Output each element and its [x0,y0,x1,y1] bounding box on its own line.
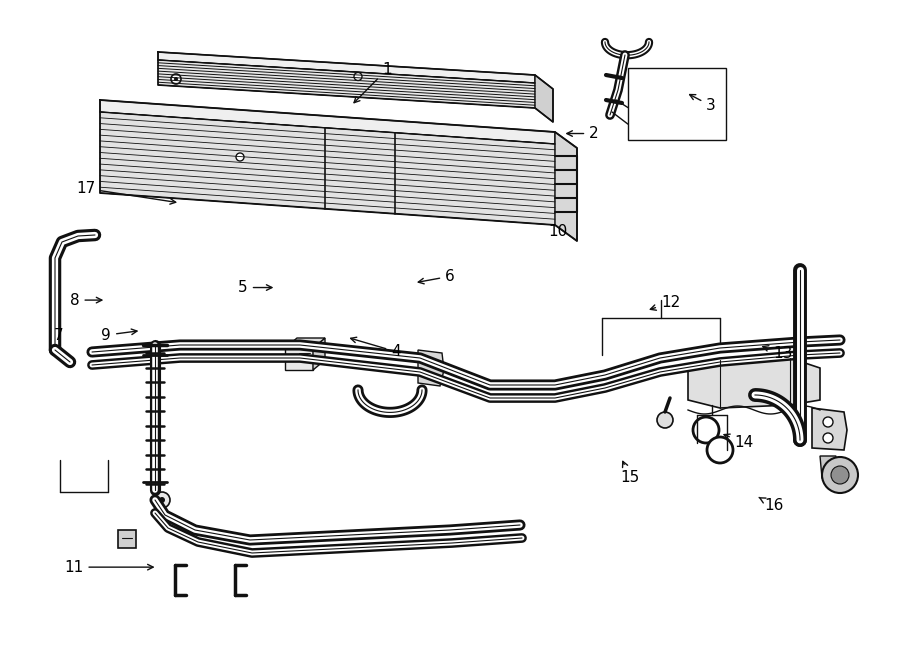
Text: 9: 9 [102,328,137,342]
Polygon shape [555,132,577,241]
Text: 1: 1 [354,62,392,102]
Circle shape [707,437,733,463]
Circle shape [159,497,165,503]
Text: 13: 13 [763,346,793,361]
Polygon shape [688,358,820,408]
Text: 17: 17 [76,181,176,204]
Circle shape [174,77,178,81]
Circle shape [823,417,833,427]
Circle shape [823,433,833,443]
Text: 6: 6 [418,269,454,284]
Text: 5: 5 [238,280,272,295]
Text: 10: 10 [548,224,568,239]
Polygon shape [285,338,325,348]
Circle shape [154,492,170,508]
Circle shape [354,73,362,81]
Circle shape [657,412,673,428]
Circle shape [171,74,181,84]
Polygon shape [158,60,535,108]
Text: 16: 16 [759,498,784,513]
Circle shape [822,457,858,493]
Polygon shape [820,456,836,478]
Bar [628,68,726,140]
Polygon shape [535,75,553,122]
Polygon shape [158,52,535,83]
Text: 15: 15 [620,461,640,485]
Circle shape [831,466,849,484]
Polygon shape [418,350,444,386]
Polygon shape [100,112,555,225]
Text: 4: 4 [351,337,400,359]
Polygon shape [313,338,325,370]
Polygon shape [812,408,847,450]
Circle shape [236,153,244,161]
Polygon shape [118,530,136,548]
Polygon shape [100,100,555,144]
Text: 14: 14 [724,434,754,450]
Text: 12: 12 [651,295,680,310]
Text: 3: 3 [689,95,716,113]
Text: 11: 11 [64,560,153,574]
Circle shape [693,417,719,443]
Text: 2: 2 [567,126,598,141]
Polygon shape [285,348,313,370]
Text: 7: 7 [54,329,63,343]
Text: 8: 8 [70,293,102,307]
